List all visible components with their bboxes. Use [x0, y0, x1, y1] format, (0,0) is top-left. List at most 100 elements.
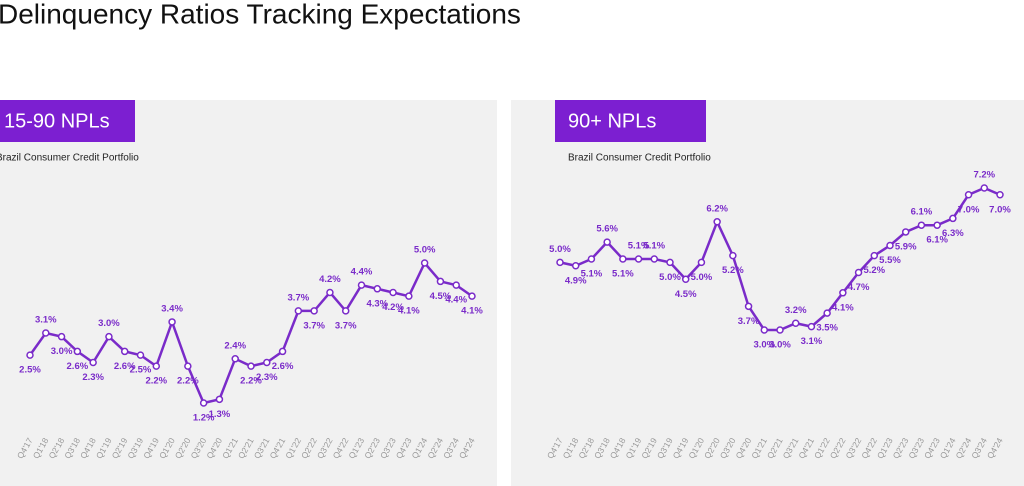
page-title: Delinquency Ratios Tracking Expectations — [0, 0, 521, 29]
marker — [854, 268, 863, 277]
value-label: 2.6% — [272, 361, 294, 372]
chart-label: 90+ NPLs — [568, 110, 656, 132]
marker — [389, 288, 397, 297]
panel — [511, 100, 1024, 486]
value-label: 2.5% — [130, 365, 152, 376]
marker — [373, 285, 382, 293]
marker — [760, 326, 769, 334]
value-label: 5.1% — [628, 241, 650, 252]
marker — [996, 191, 1004, 199]
value-label: 6.3% — [942, 228, 964, 239]
value-label: 4.4% — [445, 295, 467, 306]
marker — [184, 362, 192, 370]
value-label: 3.2% — [785, 305, 807, 316]
marker — [89, 358, 97, 367]
value-label: 4.4% — [351, 267, 373, 278]
marker — [278, 347, 287, 356]
marker — [603, 238, 611, 246]
label-box — [555, 100, 706, 142]
marker — [468, 292, 476, 300]
marker — [26, 351, 34, 359]
value-label: 4.9% — [565, 275, 587, 286]
marker — [571, 262, 580, 270]
marker — [199, 399, 208, 407]
marker — [650, 255, 659, 263]
value-label: 3.7% — [303, 320, 325, 331]
marker — [901, 228, 910, 236]
value-label: 3.0% — [98, 318, 120, 329]
marker — [681, 275, 690, 284]
value-label: 4.2% — [319, 274, 341, 285]
marker — [556, 258, 564, 267]
value-label: 7.0% — [989, 204, 1011, 215]
marker — [964, 191, 973, 199]
panel — [0, 100, 497, 486]
marker — [73, 347, 82, 356]
marker — [247, 362, 255, 370]
value-label: 6.2% — [706, 203, 728, 214]
value-label: 3.5% — [816, 323, 838, 334]
value-label: 4.5% — [675, 289, 697, 300]
marker — [839, 289, 847, 297]
marker — [587, 255, 596, 263]
value-label: 5.9% — [895, 241, 917, 252]
value-label: 3.7% — [335, 320, 357, 331]
value-label: 3.1% — [35, 315, 57, 326]
value-label: 2.5% — [19, 365, 41, 376]
marker — [215, 395, 224, 404]
marker — [152, 362, 161, 370]
marker — [729, 251, 737, 260]
value-label: 2.3% — [256, 372, 278, 383]
marker — [263, 358, 271, 367]
value-label: 5.0% — [691, 272, 713, 283]
marker — [420, 259, 429, 267]
value-label: 2.6% — [114, 361, 136, 372]
value-label: 5.1% — [581, 269, 603, 280]
value-label: 3.4% — [161, 303, 183, 314]
value-label: 5.6% — [596, 224, 618, 235]
marker — [933, 221, 941, 229]
value-label: 5.2% — [863, 265, 885, 276]
value-label: 3.7% — [738, 316, 760, 327]
value-label: 4.7% — [848, 282, 870, 293]
marker — [436, 277, 445, 286]
marker — [980, 184, 989, 192]
marker — [105, 332, 113, 341]
marker — [807, 322, 816, 331]
marker — [294, 307, 303, 315]
chart-subtitle: Brazil Consumer Credit Portfolio — [0, 153, 139, 164]
marker — [791, 319, 800, 327]
value-label: 5.2% — [722, 265, 744, 276]
value-label: 5.1% — [643, 241, 665, 252]
value-label: 3.7% — [288, 292, 310, 303]
marker — [168, 318, 176, 326]
chart-label: 15-90 NPLs — [4, 110, 110, 132]
value-label: 4.1% — [398, 306, 420, 317]
value-label: 2.4% — [224, 340, 246, 351]
marker — [231, 355, 239, 363]
chart-subtitle: Brazil Consumer Credit Portfolio — [568, 153, 711, 164]
marker — [326, 288, 334, 297]
marker — [57, 332, 66, 341]
marker — [357, 281, 366, 289]
marker — [120, 347, 129, 356]
value-label: 7.0% — [958, 204, 980, 215]
value-label: 5.0% — [549, 244, 571, 255]
value-label: 4.1% — [461, 306, 483, 317]
marker — [666, 258, 674, 267]
value-label: 5.0% — [414, 245, 436, 256]
marker — [341, 307, 350, 315]
label-box — [0, 100, 135, 142]
value-label: 2.2% — [240, 376, 262, 387]
value-label: 5.1% — [612, 269, 634, 280]
marker — [870, 251, 879, 260]
value-label: 6.1% — [911, 207, 933, 218]
marker — [405, 292, 413, 300]
value-label: 2.6% — [67, 361, 89, 372]
value-label: 6.1% — [926, 235, 948, 246]
marker — [949, 214, 957, 223]
value-label: 3.0% — [51, 346, 73, 357]
marker — [823, 309, 831, 317]
